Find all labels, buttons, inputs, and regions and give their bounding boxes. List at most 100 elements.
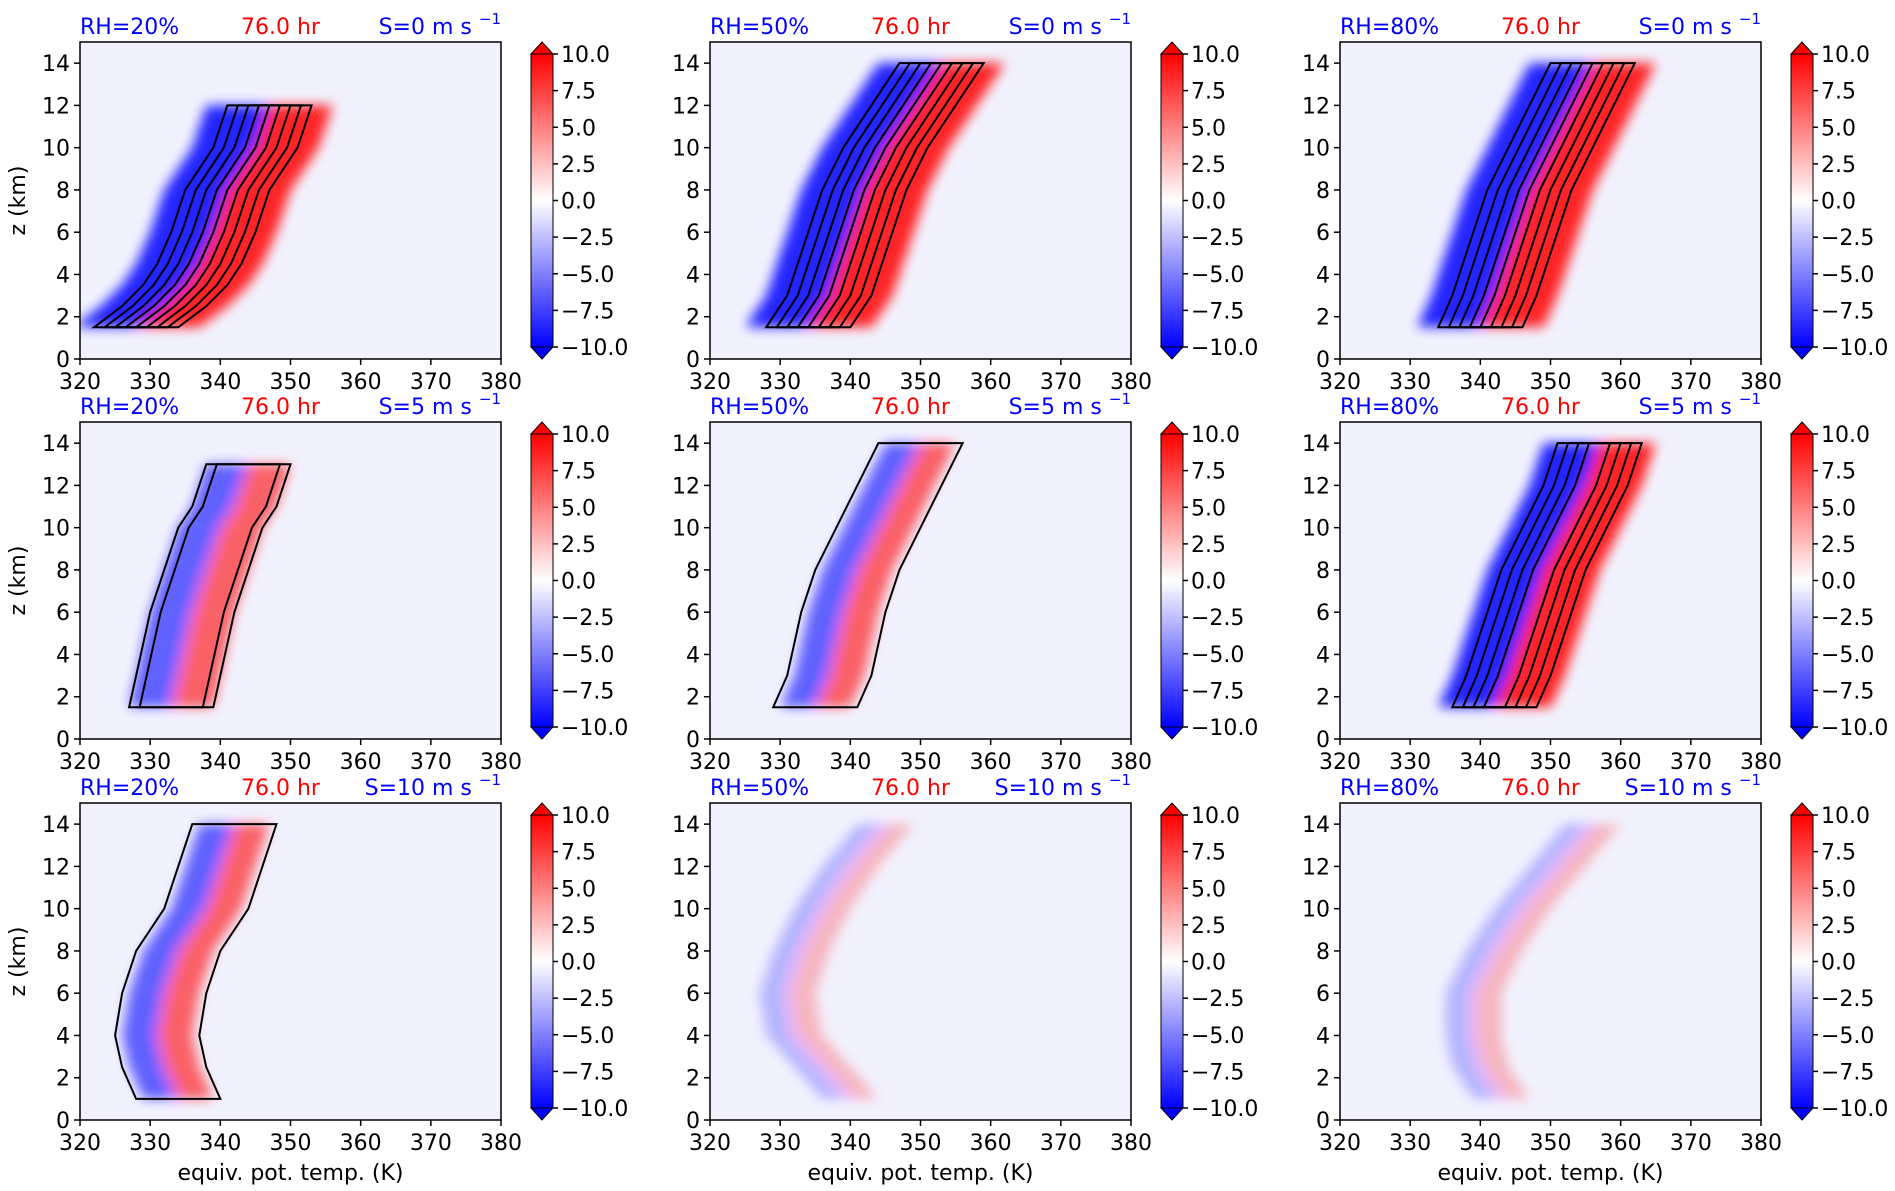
y-tick-label: 12 (1302, 474, 1330, 499)
x-tick-label: 350 (1530, 750, 1572, 775)
x-tick-label: 340 (829, 750, 871, 775)
positive-tendency-band (220, 824, 270, 867)
y-tick-label: 6 (56, 601, 70, 626)
x-tick-label: 370 (410, 1131, 452, 1156)
y-tick-label: 6 (56, 982, 70, 1007)
colorbar-tick-label: 0.0 (1191, 570, 1226, 595)
colorbar-tick-label: −5.0 (1191, 643, 1244, 668)
x-tick-label: 350 (270, 370, 312, 395)
colorbar-tick-label: −7.5 (561, 299, 614, 324)
tendency-field (122, 824, 270, 1099)
negative-tendency-band (143, 612, 193, 644)
x-tick-label: 380 (1740, 370, 1782, 395)
x-tick-label: 320 (689, 750, 731, 775)
panel-9: 320 330 340 350 360 370 380 0 2 4 6 8 10 12 14 equiv. p… (1302, 771, 1888, 1186)
negative-tendency-band (171, 866, 221, 909)
colorbar-tick-label: −2.5 (1191, 226, 1244, 251)
colorbar-min-arrow (1159, 346, 1185, 360)
x-tick-label: 340 (829, 370, 871, 395)
x-tick-label: 350 (1530, 370, 1572, 395)
colorbar-tick-label: −2.5 (1821, 226, 1874, 251)
colorbar-tick-label: 2.5 (1821, 914, 1856, 939)
x-tick-label: 330 (759, 1131, 801, 1156)
shear-label: S=5 m s −1 (1639, 390, 1761, 420)
y-tick-label: 8 (56, 179, 70, 204)
colorbar-tick-label: 0.0 (1191, 190, 1226, 215)
negative-tendency-band (136, 643, 186, 676)
negative-tendency-band (1445, 993, 1474, 1036)
positive-tendency-band (857, 527, 914, 570)
y-tick-label: 10 (1302, 517, 1330, 542)
negative-tendency-band (185, 824, 235, 867)
panel-2: 320 330 340 350 360 370 380 0 2 4 6 8 10 12 14 RH=50% 76… (672, 10, 1258, 395)
time-label: 76.0 hr (1501, 15, 1581, 40)
colorbar-tick-label: 7.5 (1191, 80, 1226, 105)
contour-line (1471, 442, 1623, 709)
y-tick-label: 6 (1316, 601, 1330, 626)
x-tick-label: 360 (1600, 1131, 1642, 1156)
colorbar-tick-label: 0.0 (1821, 190, 1856, 215)
y-tick-label: 2 (56, 686, 70, 711)
y-tick-label: 6 (686, 982, 700, 1007)
colorbar-min-arrow (1789, 346, 1815, 360)
colorbar-tick-label: −7.5 (1821, 299, 1874, 324)
y-tick-label: 2 (1316, 686, 1330, 711)
colorbar-tick-label: −2.5 (561, 987, 614, 1012)
negative-tendency-band (759, 950, 802, 994)
colorbar-tick-label: −5.0 (1191, 1024, 1244, 1049)
colorbar-tick-label: −2.5 (1821, 606, 1874, 631)
colorbar-max-arrow (1159, 421, 1185, 435)
x-tick-label: 320 (1319, 1131, 1361, 1156)
positive-tendency-band (822, 866, 879, 909)
colorbar (1790, 814, 1814, 1109)
contour-line (1468, 62, 1605, 329)
negative-tendency-band (808, 569, 858, 613)
contour-line (764, 62, 986, 329)
x-tick-label: 350 (900, 370, 942, 395)
positive-tendency-band (815, 675, 865, 708)
positive-tendency-band (1480, 1067, 1530, 1099)
y-tick-label: 14 (42, 813, 70, 838)
x-tick-label: 340 (199, 1131, 241, 1156)
plot-area (745, 62, 1005, 329)
y-tick-label: 14 (672, 52, 700, 77)
y-tick-label: 10 (672, 137, 700, 162)
colorbar-tick-label: 2.5 (1821, 533, 1856, 558)
plot-area (1417, 62, 1656, 329)
time-label: 76.0 hr (241, 395, 321, 420)
colorbar-tick-label: −10.0 (1821, 716, 1888, 741)
y-tick-label: 12 (42, 855, 70, 880)
colorbar-tick-label: 5.0 (561, 116, 596, 141)
y-tick-label: 0 (1316, 728, 1330, 753)
positive-tendency-band (164, 1067, 214, 1099)
shear-label: S=0 m s −1 (1639, 10, 1761, 40)
contour-line (1479, 62, 1594, 328)
x-tick-label: 360 (340, 1131, 382, 1156)
colorbar-tick-label: 0.0 (1821, 570, 1856, 595)
x-axis-label: equiv. pot. temp. (K) (177, 1161, 403, 1186)
negative-tendency-band (822, 527, 879, 570)
negative-tendency-band (864, 443, 921, 486)
y-tick-label: 4 (1316, 643, 1330, 668)
colorbar-tick-label: 10.0 (1191, 43, 1240, 68)
colorbar-tick-label: 7.5 (561, 80, 596, 105)
x-tick-label: 380 (1110, 750, 1152, 775)
colorbar-tick-label: 2.5 (1191, 533, 1226, 558)
colorbar (1160, 53, 1184, 348)
y-tick-label: 0 (1316, 348, 1330, 373)
contour-line (807, 62, 943, 328)
x-tick-label: 360 (1600, 370, 1642, 395)
y-tick-label: 12 (42, 474, 70, 499)
panel-5: 320 330 340 350 360 370 380 0 2 4 6 8 10 12 14 RH=50% 76… (672, 390, 1258, 775)
x-tick-label: 360 (970, 370, 1012, 395)
x-tick-label: 320 (1319, 750, 1361, 775)
x-tick-label: 380 (1740, 750, 1782, 775)
colorbar-tick-label: −10.0 (561, 716, 628, 741)
colorbar-tick-label: 5.0 (1191, 116, 1226, 141)
negative-tendency-band (822, 824, 886, 867)
time-label: 76.0 hr (871, 395, 951, 420)
x-tick-label: 320 (59, 750, 101, 775)
x-tick-label: 370 (1040, 370, 1082, 395)
colorbar-tick-label: 5.0 (1191, 877, 1226, 902)
colorbar-tick-label: 10.0 (1821, 804, 1870, 829)
